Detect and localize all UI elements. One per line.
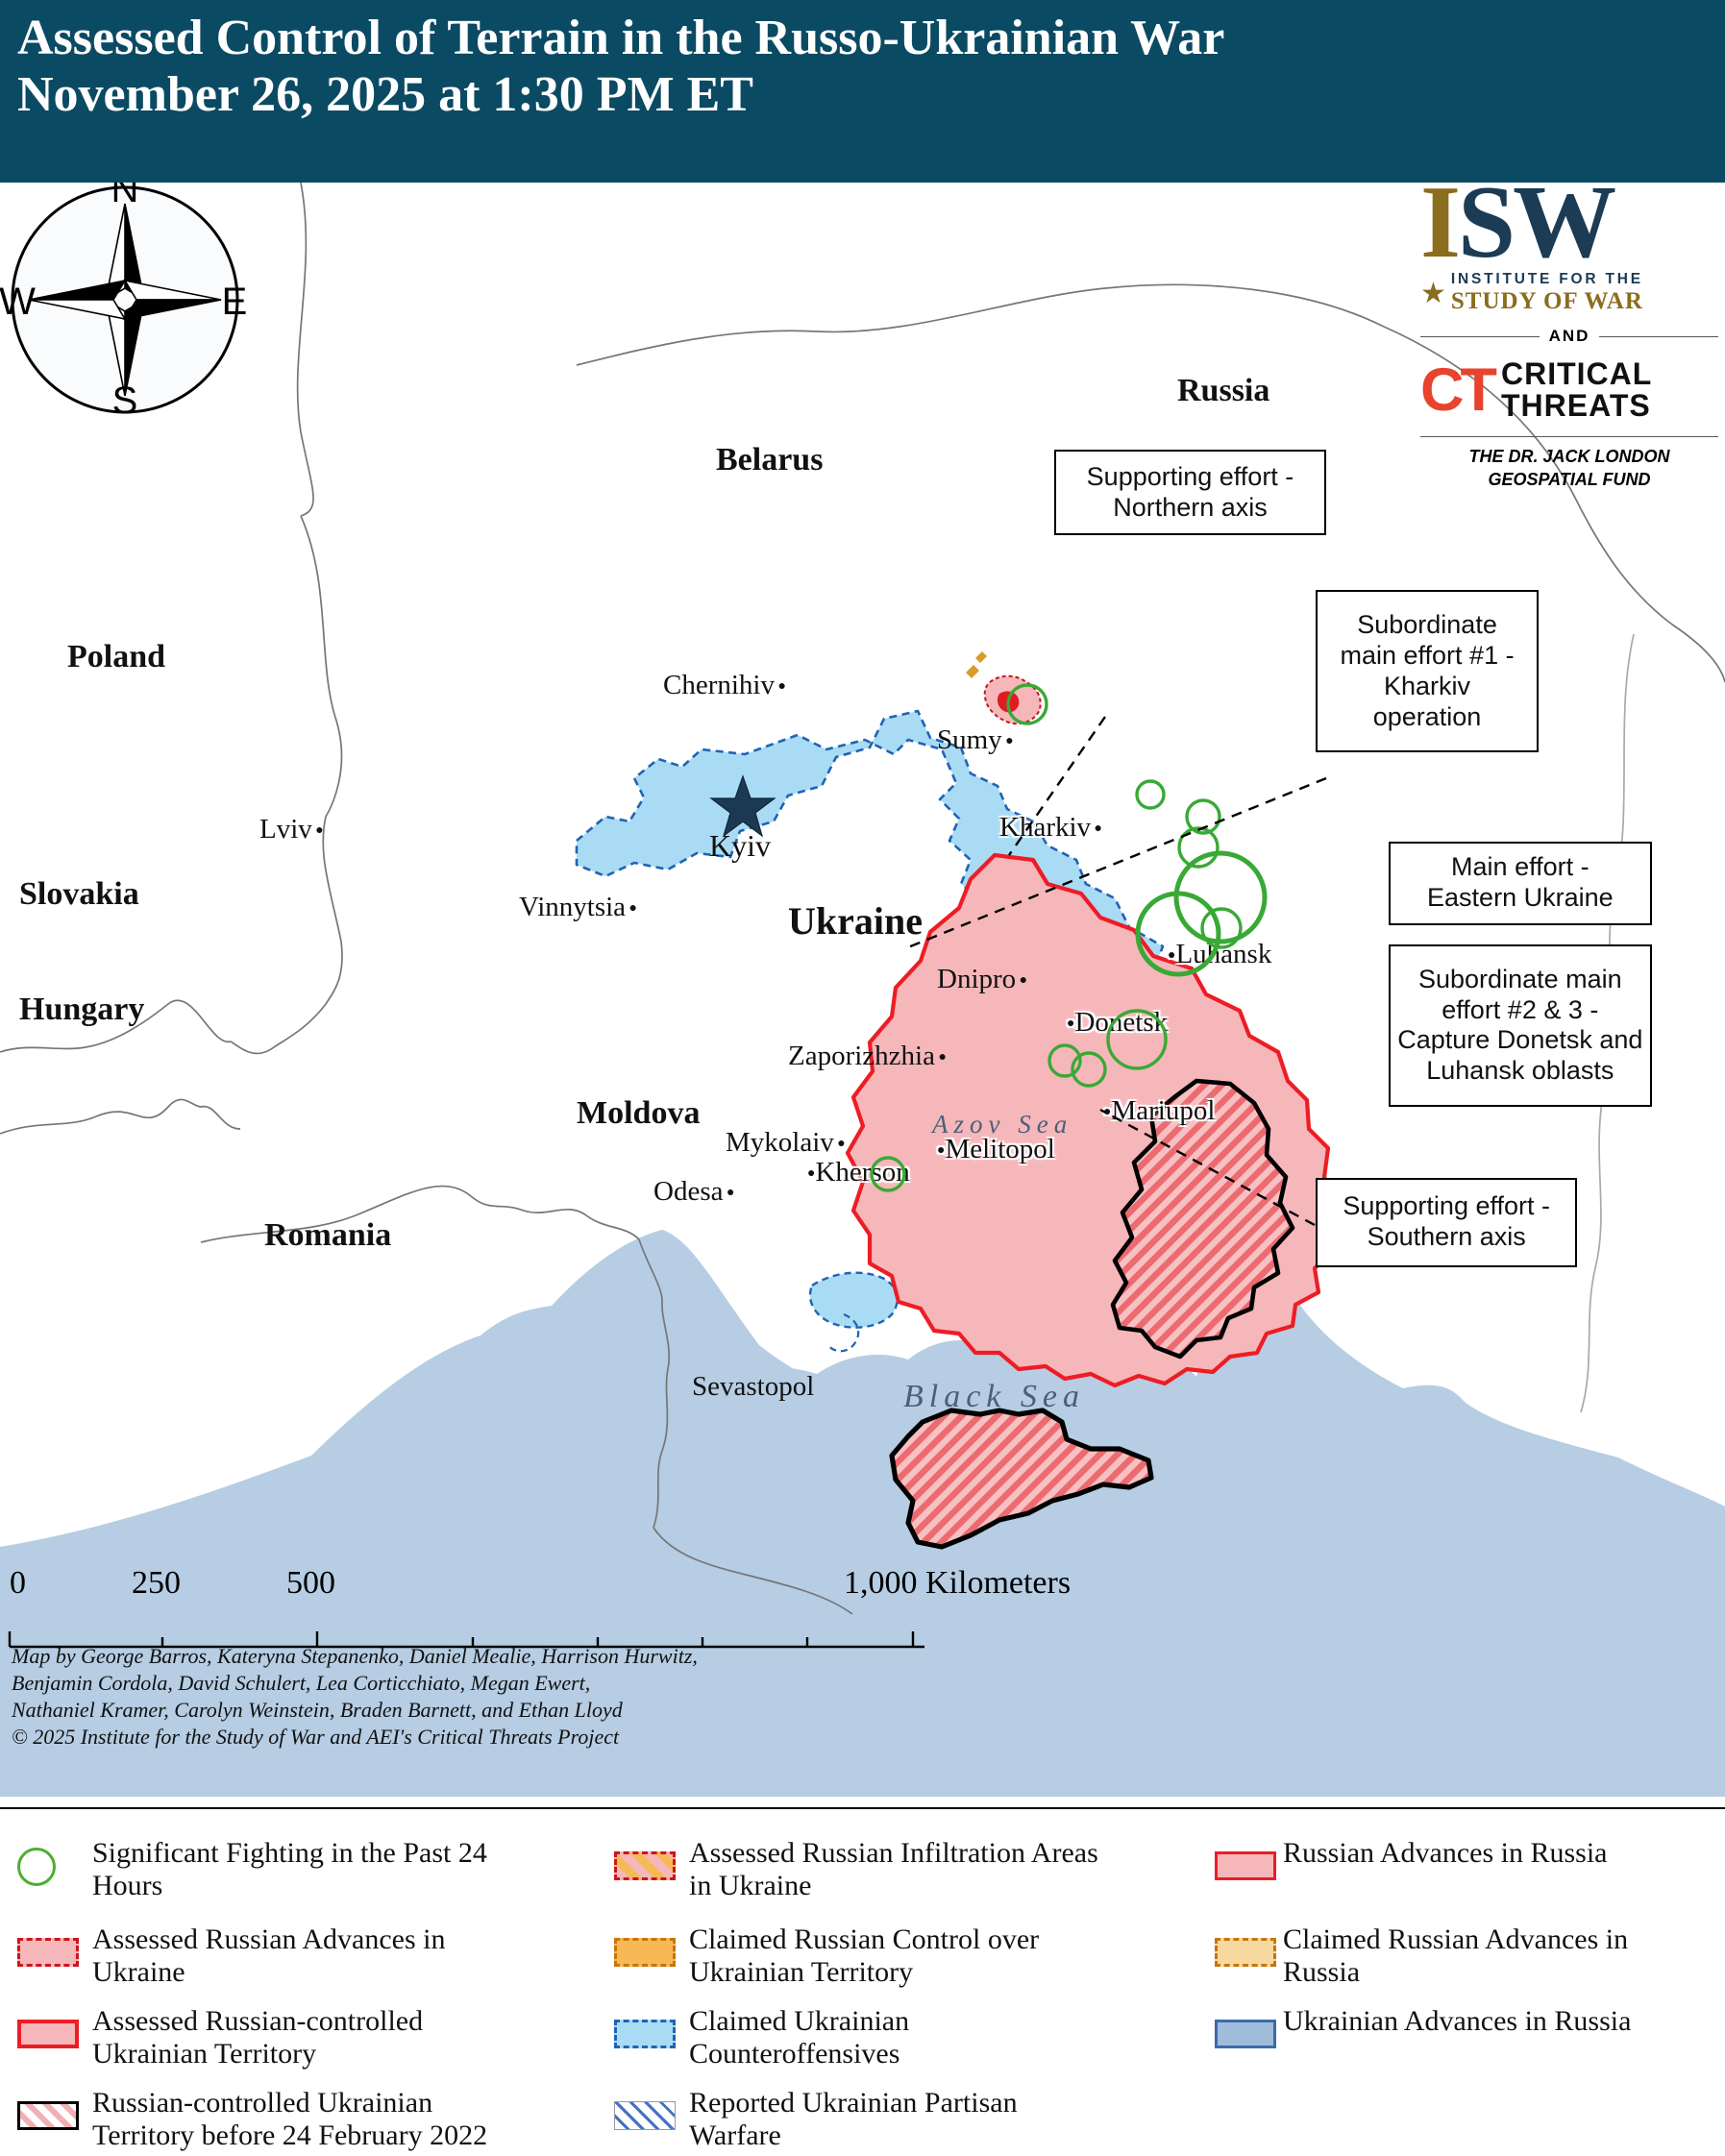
svg-text:N: N xyxy=(111,183,139,210)
svg-text:0: 0 xyxy=(10,1565,26,1601)
svg-text:S: S xyxy=(112,380,138,422)
svg-text:W: W xyxy=(0,281,36,323)
svg-text:500: 500 xyxy=(286,1565,335,1601)
svg-text:250: 250 xyxy=(132,1565,181,1601)
svg-text:E: E xyxy=(222,281,248,323)
svg-text:1,000 Kilometers: 1,000 Kilometers xyxy=(844,1565,1071,1601)
